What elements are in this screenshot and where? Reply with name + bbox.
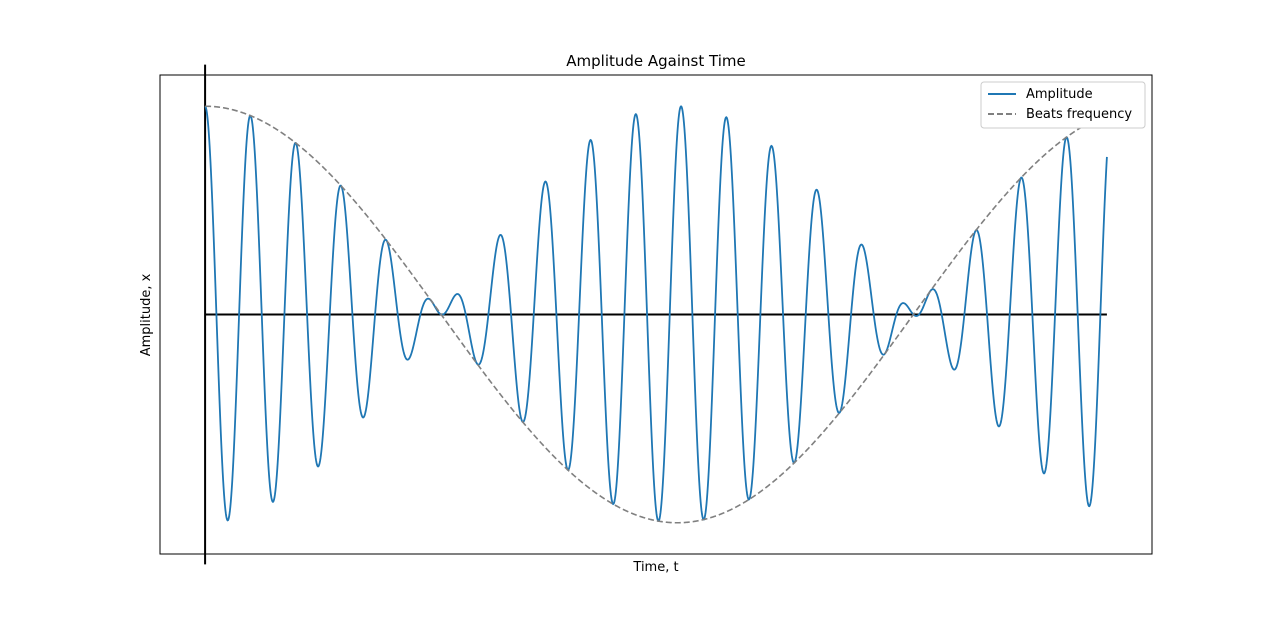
legend-box	[980, 81, 1146, 129]
reference-axes	[204, 64, 1107, 565]
chart-title: Amplitude Against Time	[566, 52, 745, 70]
x-axis-label: Time, t	[632, 560, 678, 575]
series-layer	[204, 105, 1108, 524]
legend: Amplitude Beats frequency	[980, 81, 1146, 129]
legend-label-beats-frequency: Beats frequency	[1026, 107, 1132, 122]
series-line-amplitude	[204, 105, 1108, 523]
plot-frame	[159, 74, 1153, 555]
series-line-beats-frequency	[205, 105, 1108, 524]
legend-label-amplitude: Amplitude	[1026, 87, 1093, 102]
y-axis-label: Amplitude, x	[139, 273, 154, 356]
